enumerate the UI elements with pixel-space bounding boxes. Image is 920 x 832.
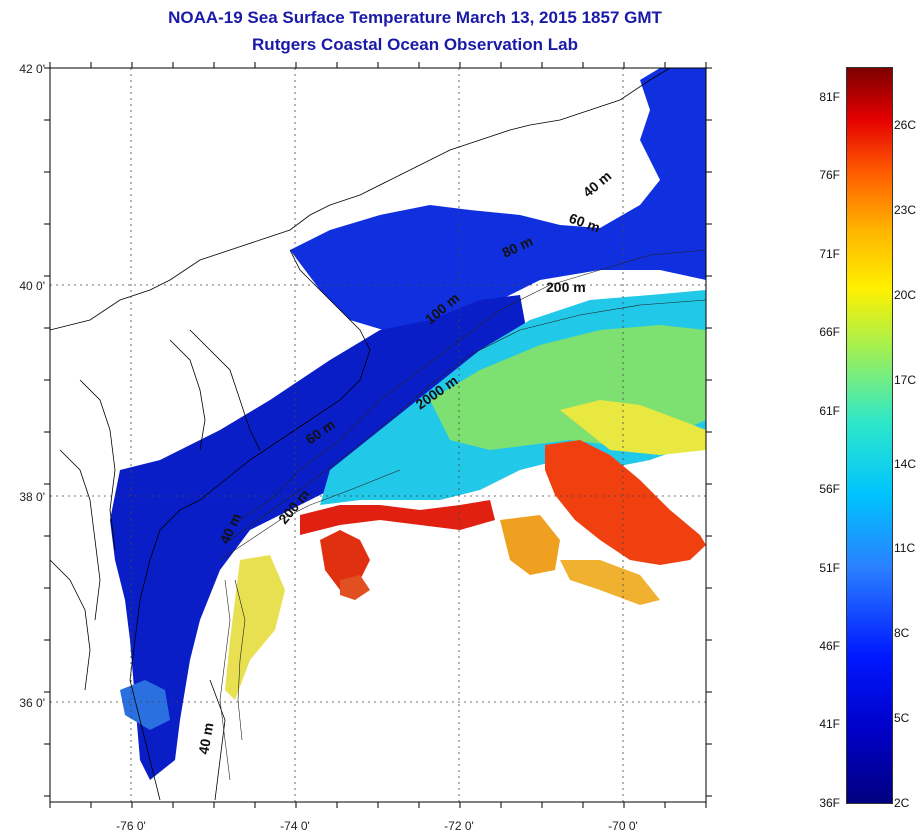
colorbar-label-c: 17C	[894, 373, 917, 387]
colorbar-label-f: 56F	[819, 482, 840, 496]
yellow-water	[560, 400, 706, 455]
lon-label: -74 0'	[280, 819, 310, 832]
lat-label: 42 0'	[19, 62, 45, 76]
colorbar	[846, 67, 893, 804]
gulf-stream-core	[300, 500, 495, 535]
lon-label: -70 0'	[608, 819, 638, 832]
colorbar-label-f: 41F	[819, 717, 840, 731]
colorbar-label-c: 11C	[894, 541, 916, 555]
depth-label: 40 m	[195, 721, 216, 755]
coastline	[49, 67, 671, 801]
cold-water-north	[290, 68, 706, 335]
lon-label: -76 0'	[116, 819, 146, 832]
lat-label: 36 0'	[19, 696, 45, 710]
lat-axis: 42 0' 40 0' 38 0' 36 0'	[19, 62, 45, 710]
colorbar-label-c: 26C	[894, 118, 917, 132]
colorbar-label-c: 14C	[894, 457, 917, 471]
colorbar-label-c: 23C	[894, 203, 917, 217]
colorbar-label-f: 46F	[819, 639, 840, 653]
sst-field	[110, 68, 706, 780]
colorbar-label-f: 36F	[819, 796, 840, 810]
colorbar-label-c: 8C	[894, 626, 910, 640]
warm-scatter-3	[560, 560, 660, 605]
depth-label: 200 m	[546, 279, 586, 295]
warm-scatter-1	[320, 530, 370, 590]
colorbar-label-c: 2C	[894, 796, 910, 810]
colorbar-label-c: 5C	[894, 711, 910, 725]
bathymetry-contours	[219, 249, 707, 781]
lon-label: -72 0'	[444, 819, 474, 832]
map-title: NOAA-19 Sea Surface Temperature March 13…	[168, 8, 662, 27]
colorbar-label-f: 71F	[819, 247, 840, 261]
gulf-stream-eddy	[545, 440, 706, 565]
colorbar-label-c: 20C	[894, 288, 917, 302]
depth-label: 40 m	[580, 168, 615, 201]
colorbar-label-f: 81F	[819, 90, 840, 104]
warm-scatter-4	[340, 575, 370, 600]
lon-axis: -76 0' -74 0' -72 0' -70 0'	[116, 819, 638, 832]
nearshore-yellow	[225, 555, 285, 700]
axis-ticks	[44, 62, 712, 808]
map-subtitle: Rutgers Coastal Ocean Observation Lab	[252, 35, 578, 54]
colorbar-label-f: 61F	[819, 404, 840, 418]
sst-map: 40 m 60 m 80 m 200 m 100 m 2000 m 60 m 2…	[19, 62, 712, 832]
sound-water	[120, 680, 170, 730]
colorbar-label-f: 51F	[819, 561, 840, 575]
colorbar-label-f: 76F	[819, 168, 840, 182]
lat-label: 38 0'	[19, 490, 45, 504]
warm-scatter-2	[500, 515, 560, 575]
lat-label: 40 0'	[19, 279, 45, 293]
graticule	[50, 68, 706, 802]
colorbar-label-f: 66F	[819, 325, 840, 339]
